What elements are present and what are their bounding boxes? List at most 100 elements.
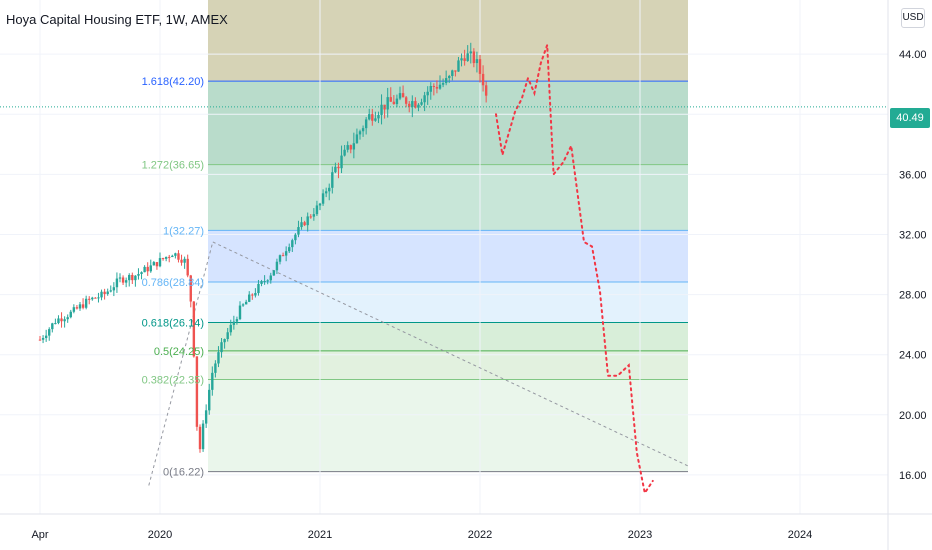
candle-body [266,280,269,282]
candle-body [484,85,488,96]
candle-body [75,307,79,309]
x-tick-label: 2020 [148,529,172,541]
y-tick-label: 16.00 [899,470,927,482]
candle-body [149,265,152,272]
fib-level-label: 0.786(28.84) [142,277,204,289]
candle-body [48,329,51,336]
candle-body [198,426,202,450]
x-tick-label: 2024 [788,529,812,541]
candle-body [441,83,445,85]
candle-body [244,301,248,305]
candle-body [78,304,82,309]
candle-body [201,423,205,450]
candle-body [380,104,383,115]
candle-body [220,342,223,353]
fib-level-label: 0(16.22) [163,467,204,479]
candle-body [321,193,325,204]
chart-grid [0,0,888,514]
candle-body [435,86,439,89]
candle-body [281,255,285,257]
candle-body [211,372,214,390]
candle-body [352,143,356,150]
candle-body [112,287,116,291]
candle-body [408,103,411,107]
candle-body [438,84,442,89]
candle-body [309,216,312,218]
candle-body [328,187,331,192]
candle-body [460,58,463,61]
fib-level-label: 1.618(42.20) [142,76,204,88]
candle-body [331,172,334,188]
y-tick-label: 24.00 [899,350,927,362]
candle-body [177,253,180,260]
candle-body [106,291,109,295]
candle-body [395,98,399,105]
last-price-badge: 40.49 [890,108,930,128]
candle-body [386,97,389,110]
candle-body [214,363,217,373]
projection-path [495,44,654,496]
candle-body [472,51,476,64]
candle-body [312,214,316,217]
candle-body [100,291,103,298]
candle-body [226,332,229,339]
candle-body [448,75,451,79]
candle-body [251,294,254,296]
candle-body [57,318,60,324]
candle-body [152,262,156,266]
candle-body [94,297,97,299]
candle-body [38,339,42,341]
x-tick-label: Apr [31,529,48,541]
candle-body [414,101,417,108]
candle-body [171,255,174,258]
candle-body [349,145,352,150]
candle-body [260,281,263,284]
currency-button[interactable]: USD [901,8,925,28]
candle-body [183,258,186,263]
candle-body [475,59,479,64]
candle-body [401,93,405,98]
fib-level-label: 1(32.27) [163,225,204,237]
candle-body [235,319,239,322]
candle-body [229,324,232,333]
fib-zone [208,230,688,282]
candle-body [115,278,119,288]
fib-zone [208,0,688,82]
x-tick-label: 2023 [628,529,652,541]
candle-body [204,410,208,424]
fib-zone [208,164,688,231]
candle-body [300,222,303,228]
candle-body [355,134,359,144]
fib-zone [208,322,688,351]
candle-body [84,298,88,308]
y-tick-label: 36.00 [899,169,927,181]
chart-title: Hoya Capital Housing ETF, 1W, AMEX [6,12,228,27]
candle-body [164,256,168,259]
candle-body [426,91,429,96]
candle-body [143,266,146,273]
candle-body [63,319,66,322]
candle-body [146,266,149,272]
x-tick-label: 2022 [468,529,492,541]
price-projection [495,44,654,496]
candle-body [109,290,112,292]
candle-body [51,323,54,330]
candle-body [451,70,454,76]
candle-body [297,227,300,235]
candle-body [315,205,319,215]
candle-body [377,114,380,119]
candle-body [195,356,199,427]
candle-body [481,73,485,86]
candle-body [137,274,140,276]
candle-body [411,101,414,107]
candle-body [238,305,242,320]
x-tick-label: 2021 [308,529,332,541]
price-candles [38,42,488,453]
candle-body [223,338,226,343]
candle-body [81,304,85,308]
candle-body [457,60,460,72]
candle-body [241,304,245,306]
candle-body [478,59,482,74]
